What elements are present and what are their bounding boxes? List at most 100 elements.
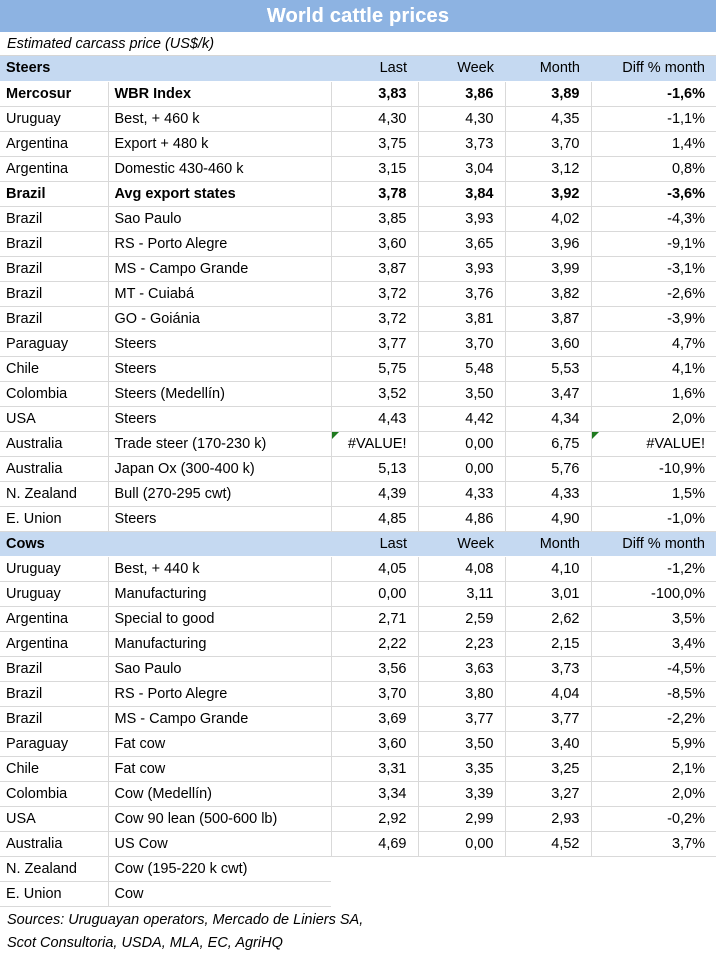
cell-week[interactable]: 3,93 [417, 206, 505, 232]
cell-month[interactable]: 5,53 [504, 356, 591, 382]
table-row[interactable]: Brazil RS - Porto Alegre 3,70 3,80 4,04 -8,5% [0, 681, 716, 707]
cell-week[interactable]: 3,70 [417, 331, 505, 357]
cell-desc[interactable]: Bull (270-295 cwt) [107, 481, 331, 507]
cell-last[interactable]: 4,30 [330, 106, 418, 132]
cell-month[interactable] [505, 856, 591, 881]
table-row[interactable]: Uruguay Best, + 460 k 4,30 4,30 4,35 -1,1% [0, 106, 716, 132]
cell-country[interactable]: Brazil [0, 181, 108, 207]
cell-country[interactable]: Argentina [0, 606, 108, 632]
cell-diff[interactable]: -1,0% [590, 506, 716, 532]
cell-country[interactable]: Australia [0, 831, 108, 857]
cell-last[interactable]: 3,75 [330, 131, 418, 157]
cell-diff[interactable]: 2,1% [590, 756, 716, 782]
cell-diff[interactable]: -4,3% [590, 206, 716, 232]
cell-last[interactable]: 2,71 [330, 606, 418, 632]
cell-country[interactable]: Chile [0, 356, 108, 382]
cell-week[interactable]: 3,86 [417, 81, 505, 107]
cell-desc[interactable]: GO - Goiánia [107, 306, 331, 332]
cell-month[interactable]: 3,89 [504, 81, 591, 107]
cell-week[interactable]: 3,39 [417, 781, 505, 807]
cell-diff[interactable]: 2,0% [590, 781, 716, 807]
cell-week[interactable]: 3,63 [417, 656, 505, 682]
cell-diff[interactable]: -1,2% [590, 556, 716, 582]
cell-last[interactable]: 3,70 [330, 681, 418, 707]
table-row[interactable]: Paraguay Steers 3,77 3,70 3,60 4,7% [0, 331, 716, 357]
cell-last[interactable]: 3,72 [330, 306, 418, 332]
cell-month[interactable]: 3,77 [504, 706, 591, 732]
cell-week[interactable]: 0,00 [417, 831, 505, 857]
cell-desc[interactable]: Manufacturing [107, 631, 331, 657]
cell-country[interactable]: Australia [0, 431, 108, 457]
cell-country[interactable]: Mercosur [0, 81, 108, 107]
cell-diff[interactable]: -9,1% [590, 231, 716, 257]
cell-month[interactable]: 3,96 [504, 231, 591, 257]
table-row[interactable]: Australia Japan Ox (300-400 k) 5,13 0,00 5,7… [0, 456, 716, 482]
cell-diff[interactable]: -100,0% [590, 581, 716, 607]
cell-desc[interactable]: Best, + 460 k [107, 106, 331, 132]
cell-desc[interactable]: Fat cow [107, 756, 331, 782]
cell-diff[interactable]: 1,4% [590, 131, 716, 157]
cell-desc[interactable]: Special to good [107, 606, 331, 632]
cell-diff[interactable]: 3,7% [590, 831, 716, 857]
cell-last[interactable] [331, 856, 418, 881]
cell-country[interactable]: Uruguay [0, 106, 108, 132]
table-row[interactable]: Chile Steers 5,75 5,48 5,53 4,1% [0, 356, 716, 382]
cell-desc[interactable]: Steers [107, 506, 331, 532]
cell-week[interactable]: 3,50 [417, 381, 505, 407]
cell-last[interactable]: 3,60 [330, 231, 418, 257]
table-row[interactable]: Colombia Cow (Medellín) 3,34 3,39 3,27 2,0% [0, 781, 716, 807]
cell-month[interactable]: 3,01 [504, 581, 591, 607]
cell-diff[interactable]: -10,9% [590, 456, 716, 482]
table-row[interactable]: Paraguay Fat cow 3,60 3,50 3,40 5,9% [0, 731, 716, 757]
cell-month[interactable]: 3,70 [504, 131, 591, 157]
table-row[interactable]: Argentina Domestic 430-460 k 3,15 3,04 3,12 0… [0, 156, 716, 182]
table-row[interactable]: Uruguay Manufacturing 0,00 3,11 3,01 -100,0% [0, 581, 716, 607]
cell-desc[interactable]: MS - Campo Grande [107, 706, 331, 732]
table-row[interactable]: Uruguay Best, + 440 k 4,05 4,08 4,10 -1,2% [0, 556, 716, 582]
cell-week[interactable]: 2,23 [417, 631, 505, 657]
cell-last[interactable]: 3,78 [330, 181, 418, 207]
cell-desc[interactable]: MS - Campo Grande [107, 256, 331, 282]
cell-month[interactable]: 4,04 [504, 681, 591, 707]
cell-week[interactable] [418, 881, 505, 906]
cell-last[interactable]: 3,77 [330, 331, 418, 357]
cell-week[interactable]: 5,48 [417, 356, 505, 382]
cell-week[interactable]: 3,04 [417, 156, 505, 182]
cell-last[interactable]: 3,85 [330, 206, 418, 232]
cell-month[interactable]: 3,73 [504, 656, 591, 682]
cell-last[interactable]: 0,00 [330, 581, 418, 607]
cell-last[interactable]: 4,43 [330, 406, 418, 432]
table-row[interactable]: Argentina Export + 480 k 3,75 3,73 3,70 1,4% [0, 131, 716, 157]
cell-country[interactable]: Brazil [0, 206, 108, 232]
cell-country[interactable]: Brazil [0, 306, 108, 332]
cell-week[interactable]: 4,30 [417, 106, 505, 132]
cell-week[interactable] [418, 856, 505, 881]
cell-country[interactable]: Brazil [0, 656, 108, 682]
cell-month[interactable]: 3,47 [504, 381, 591, 407]
cell-last[interactable]: 4,39 [330, 481, 418, 507]
cell-desc[interactable]: Manufacturing [107, 581, 331, 607]
cell-week[interactable]: 0,00 [417, 456, 505, 482]
table-row[interactable]: Brazil RS - Porto Alegre 3,60 3,65 3,96 -9,1% [0, 231, 716, 257]
cell-week[interactable]: 3,93 [417, 256, 505, 282]
cell-month[interactable]: 4,02 [504, 206, 591, 232]
cell-desc[interactable]: RS - Porto Alegre [107, 681, 331, 707]
cell-week[interactable]: 3,73 [417, 131, 505, 157]
cell-month[interactable]: 3,82 [504, 281, 591, 307]
cell-week[interactable]: 4,42 [417, 406, 505, 432]
table-row[interactable]: Brazil MS - Campo Grande 3,69 3,77 3,77 -2,2% [0, 706, 716, 732]
cell-last[interactable]: 2,22 [330, 631, 418, 657]
cell-week[interactable]: 3,50 [417, 731, 505, 757]
cell-week[interactable]: 3,11 [417, 581, 505, 607]
cell-week[interactable]: 2,99 [417, 806, 505, 832]
cell-country[interactable]: Brazil [0, 281, 108, 307]
cell-week[interactable]: 2,59 [417, 606, 505, 632]
cell-desc[interactable]: Steers [107, 406, 331, 432]
table-row[interactable]: Australia US Cow 4,69 0,00 4,52 3,7% [0, 831, 716, 857]
cell-last[interactable]: 3,52 [330, 381, 418, 407]
cell-country[interactable]: Brazil [0, 706, 108, 732]
cell-week[interactable]: 0,00 [417, 431, 505, 457]
cell-last[interactable]: 3,34 [330, 781, 418, 807]
cell-country[interactable]: Uruguay [0, 556, 108, 582]
cell-desc[interactable]: Steers [107, 331, 331, 357]
